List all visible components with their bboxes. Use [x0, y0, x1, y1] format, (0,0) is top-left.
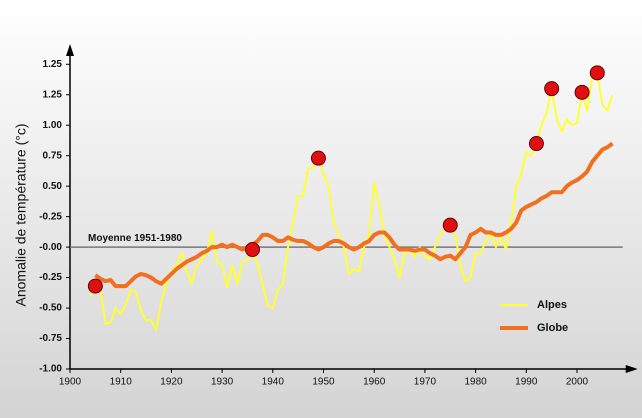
y-tick-label: 1.25 [43, 59, 63, 70]
y-tick-label: -0.25 [39, 272, 62, 283]
y-tick-label: 1.00 [43, 120, 63, 131]
highlight-point [310, 150, 326, 166]
highlight-point [442, 217, 458, 233]
y-axis-arrow [66, 44, 74, 56]
x-tick-label: 2000 [566, 377, 589, 388]
highlight-point [87, 278, 103, 294]
y-tick-label: -0.25 [39, 211, 62, 222]
y-tick-label: 1.25 [43, 89, 63, 100]
y-axis-label: Anomalie de température (°c) [13, 123, 29, 306]
y-tick-label: -0.50 [39, 303, 62, 314]
y-tick-label: 0.50 [43, 181, 63, 192]
x-tick-label: 1900 [59, 377, 82, 388]
legend-label: Globe [537, 322, 568, 334]
x-tick-label: 1980 [464, 377, 487, 388]
x-tick-label: 1920 [160, 377, 183, 388]
x-tick-label: 1930 [211, 377, 234, 388]
x-tick-label: 1960 [363, 377, 386, 388]
x-tick-label: 1910 [110, 377, 133, 388]
x-tick-label: 1940 [262, 377, 285, 388]
series-line [89, 71, 614, 331]
reference-label: Moyenne 1951-1980 [88, 233, 182, 244]
highlight-point [528, 136, 544, 152]
x-tick-label: 1970 [414, 377, 437, 388]
legend-label: Alpes [537, 299, 567, 311]
x-axis-arrow [625, 365, 638, 373]
series-line [94, 141, 614, 289]
highlight-point [574, 84, 590, 100]
x-tick-label: 1990 [515, 377, 538, 388]
y-tick-label: -0.00 [39, 242, 62, 253]
y-tick-label: -0.75 [39, 333, 62, 344]
y-tick-label: 0.75 [43, 150, 63, 161]
y-tick-label: -1.00 [39, 364, 62, 375]
highlight-point [245, 242, 261, 258]
highlight-point [589, 65, 605, 81]
highlight-point [544, 81, 560, 97]
x-tick-label: 1950 [312, 377, 335, 388]
